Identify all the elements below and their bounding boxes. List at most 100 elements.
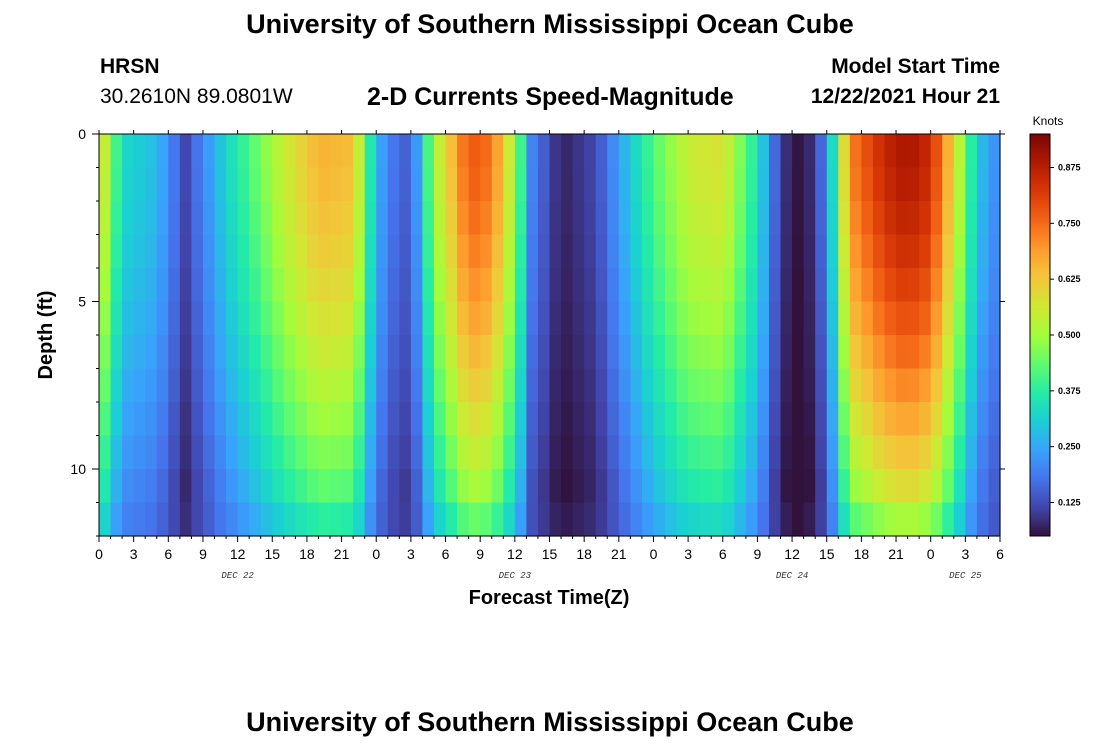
heatmap-cell <box>688 134 701 169</box>
heatmap-cell <box>514 234 527 269</box>
x-tick-label: 9 <box>476 546 484 562</box>
heatmap-cell <box>861 167 874 202</box>
heatmap-cell <box>145 435 158 470</box>
heatmap-cell <box>734 435 747 470</box>
heatmap-cell <box>422 335 435 370</box>
x-tick-label: 15 <box>819 546 835 562</box>
heatmap-cell <box>942 301 955 336</box>
heatmap-cell <box>480 402 493 437</box>
heatmap-cell <box>653 167 666 202</box>
x-tick-label: 3 <box>684 546 692 562</box>
heatmap-cell <box>202 167 216 202</box>
heatmap-cell <box>919 201 932 236</box>
heatmap-cell <box>422 201 435 236</box>
heatmap-cell <box>353 301 366 336</box>
heatmap-cell <box>838 301 851 336</box>
heatmap-cell <box>226 435 239 470</box>
heatmap-cell <box>722 134 735 169</box>
heatmap-cell <box>226 402 239 437</box>
heatmap-cell <box>688 234 701 269</box>
colorbar-tick-label: 0.875 <box>1058 163 1081 173</box>
heatmap-cell <box>595 134 608 169</box>
heatmap-cell <box>133 234 146 269</box>
heatmap-cell <box>653 435 666 470</box>
heatmap-cell <box>503 234 516 269</box>
heatmap-cell <box>260 335 273 370</box>
heatmap-cell <box>722 435 735 470</box>
heatmap-cell <box>653 301 666 336</box>
heatmap-cell <box>191 435 204 470</box>
heatmap-cell <box>445 167 458 202</box>
heatmap-cell <box>445 435 458 470</box>
heatmap-cell <box>953 167 966 202</box>
x-tick-label: 15 <box>542 546 558 562</box>
heatmap-cell <box>942 201 955 236</box>
heatmap-cell <box>191 134 204 169</box>
heatmap-cell <box>214 368 227 403</box>
heatmap-cell <box>665 335 678 370</box>
heatmap-cell <box>468 234 481 269</box>
heatmap-cell <box>283 234 296 269</box>
heatmap-cell <box>861 335 874 370</box>
heatmap-cell <box>641 435 655 470</box>
heatmap-cell <box>191 301 204 336</box>
heatmap-cell <box>399 368 412 403</box>
heatmap-cell <box>480 502 493 537</box>
heatmap-cell <box>896 469 909 504</box>
heatmap-cell <box>422 368 435 403</box>
heatmap-cell <box>549 368 562 403</box>
heatmap-cell <box>318 435 331 470</box>
colorbar-tick-label: 0.500 <box>1058 330 1081 340</box>
day-label: DEC 23 <box>499 571 532 581</box>
heatmap-cell <box>376 201 389 236</box>
heatmap-cell <box>930 268 943 303</box>
heatmap-cell <box>491 368 504 403</box>
heatmap-cell <box>156 134 169 169</box>
heatmap-cell <box>872 201 886 236</box>
heatmap-cell <box>919 301 932 336</box>
heatmap-cell <box>214 167 227 202</box>
y-tick-label: 0 <box>78 126 86 142</box>
heatmap-cell <box>202 435 216 470</box>
heatmap-cell <box>711 201 724 236</box>
heatmap-cell <box>792 201 805 236</box>
heatmap-cell <box>457 435 470 470</box>
heatmap-cell <box>376 234 389 269</box>
heatmap-cell <box>561 368 574 403</box>
heatmap-cell <box>665 502 678 537</box>
heatmap-cell <box>226 502 239 537</box>
heatmap-cell <box>884 368 897 403</box>
heatmap-cell <box>283 134 296 169</box>
heatmap-cell <box>410 268 424 303</box>
heatmap-cell <box>145 402 158 437</box>
heatmap-cell <box>145 502 158 537</box>
heatmap-cell <box>595 402 608 437</box>
y-axis: 0 5 10 <box>70 126 1005 537</box>
heatmap-cell <box>202 301 216 336</box>
heatmap-cell <box>537 201 551 236</box>
heatmap-cell <box>630 167 643 202</box>
heatmap-cell <box>145 134 158 169</box>
heatmap-cell <box>387 335 400 370</box>
heatmap-cell <box>976 402 990 437</box>
heatmap-cell <box>480 301 493 336</box>
heatmap-cell <box>433 301 447 336</box>
heatmap-cell <box>272 134 285 169</box>
heatmap-cell <box>549 469 562 504</box>
heatmap-cell <box>249 134 262 169</box>
heatmap-cell <box>607 335 620 370</box>
heatmap-cell <box>584 301 597 336</box>
heatmap-cell <box>630 402 643 437</box>
heatmap-cell <box>272 268 285 303</box>
heatmap-cell <box>988 301 1001 336</box>
heatmap-cell <box>318 201 331 236</box>
heatmap-cell <box>618 134 631 169</box>
heatmap-cell <box>630 469 643 504</box>
heatmap-cell <box>168 435 181 470</box>
heatmap-cell <box>468 502 481 537</box>
heatmap-cell <box>838 368 851 403</box>
heatmap-cell <box>665 234 678 269</box>
heatmap-cell <box>306 134 320 169</box>
heatmap-cell <box>387 469 400 504</box>
colorbar-tick-label: 0.625 <box>1058 274 1081 284</box>
